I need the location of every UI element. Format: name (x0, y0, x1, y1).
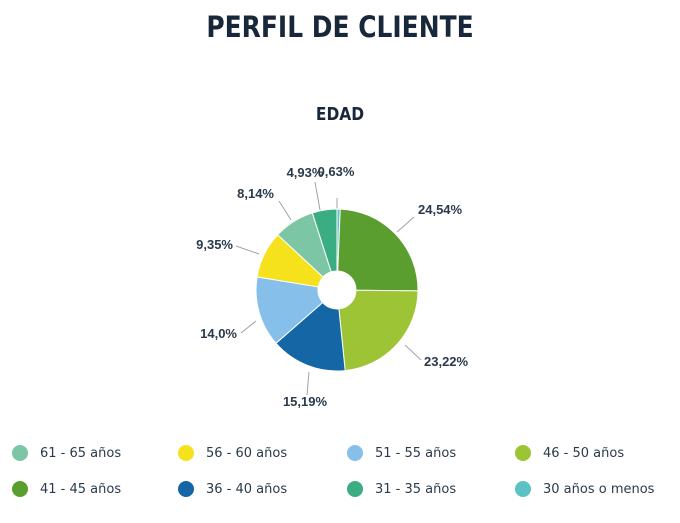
slice-value-label: 0,63% (318, 164, 355, 179)
slice-value-label: 4,93% (287, 165, 324, 180)
leader-line (278, 200, 292, 221)
leader-line (240, 320, 257, 334)
legend-label: 30 años o menos (543, 481, 655, 497)
page-title: PERFIL DE CLIENTE (206, 10, 474, 44)
slice-value-label: 9,35% (196, 237, 233, 252)
leader-line (306, 371, 310, 396)
legend-label: 31 - 35 años (375, 481, 457, 497)
pie-slice (337, 208, 419, 292)
legend-label: 46 - 50 años (543, 445, 625, 461)
legend-swatch (347, 481, 363, 497)
leader-line (314, 181, 321, 211)
legend-item: 30 años o menos (515, 479, 654, 499)
legend-swatch (12, 445, 28, 461)
slice-value-label: 8,14% (237, 186, 274, 201)
pie-slice (338, 289, 419, 372)
leader-line (235, 245, 260, 255)
legend-item: 46 - 50 años (515, 443, 624, 463)
legend-label: 36 - 40 años (206, 481, 288, 497)
pie-slice (311, 208, 338, 273)
legend-item: 36 - 40 años (178, 479, 287, 499)
slice-value-label: 24,54% (418, 202, 463, 217)
slice-value-label: 14,0% (200, 326, 237, 341)
legend-item: 56 - 60 años (178, 443, 287, 463)
legend-swatch (515, 445, 531, 461)
legend-swatch (12, 481, 28, 497)
chart-title: EDAD (315, 104, 365, 125)
legend-label: 41 - 45 años (40, 481, 122, 497)
leader-line (396, 216, 415, 233)
legend-swatch (178, 481, 194, 497)
pie-chart: 0,63% 24,54% 23,22% 15,19% 14,0% 9,35% 8,14% 4,… (196, 164, 469, 409)
legend-swatch (347, 445, 363, 461)
slice-value-label: 23,22% (424, 354, 469, 369)
pie-slice (255, 276, 324, 344)
legend-item: 51 - 55 años (347, 443, 456, 463)
legend-label: 56 - 60 años (206, 445, 288, 461)
legend-item: 61 - 65 años (12, 443, 121, 463)
pie-slice (275, 301, 346, 372)
legend-swatch (178, 445, 194, 461)
legend-swatch (515, 481, 531, 497)
legend-item: 41 - 45 años (12, 479, 121, 499)
legend-label: 61 - 65 años (40, 445, 122, 461)
slice-value-label: 15,19% (283, 394, 328, 409)
legend-item: 31 - 35 años (347, 479, 456, 499)
leader-line (404, 344, 422, 361)
legend-label: 51 - 55 años (375, 445, 457, 461)
